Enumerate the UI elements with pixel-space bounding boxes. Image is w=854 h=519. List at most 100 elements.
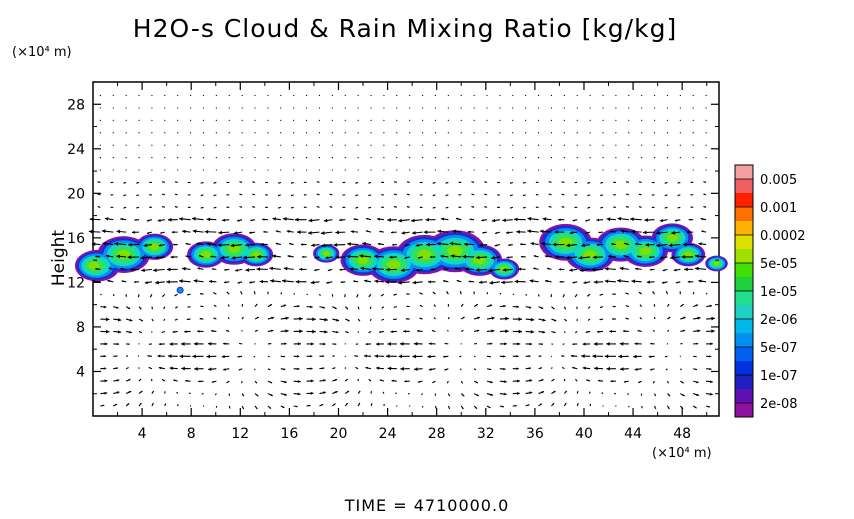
wind-vector-head <box>711 316 715 321</box>
wind-vector-head <box>123 207 125 209</box>
wind-vector-dot <box>138 132 140 134</box>
wind-vector-head <box>631 279 636 284</box>
wind-vector-head <box>379 230 382 233</box>
wind-vector-head <box>97 206 99 208</box>
wind-vector-head <box>390 330 394 334</box>
wind-vector-head <box>542 330 546 334</box>
wind-vector-dot <box>293 157 295 159</box>
wind-vector-dot <box>241 107 243 109</box>
wind-vector-head <box>139 379 142 381</box>
wind-vector-head <box>391 231 394 234</box>
wind-vector-head <box>239 342 241 345</box>
wind-vector-head <box>102 241 107 246</box>
wind-vector-dot <box>267 157 269 159</box>
wind-vector-head <box>575 379 577 381</box>
wind-vector-head <box>308 218 313 223</box>
wind-vector-head <box>123 182 125 184</box>
wind-vector-head <box>489 368 492 371</box>
wind-vector-head <box>187 194 189 196</box>
wind-vector-dot <box>460 132 462 134</box>
wind-vector-dot <box>202 119 205 121</box>
wind-vector-head <box>174 319 177 321</box>
colorbar-label: 5e-05 <box>760 257 798 272</box>
wind-vector-head <box>667 382 669 384</box>
wind-vector-head <box>181 366 185 371</box>
wind-vector-head <box>482 231 485 234</box>
wind-vector-head <box>136 207 138 209</box>
wind-vector-head <box>172 330 175 334</box>
wind-vector-dot <box>705 169 707 171</box>
wind-vector-head <box>664 194 666 196</box>
colorbar-swatch <box>735 221 753 236</box>
wind-vector-head <box>271 329 274 333</box>
wind-vector-head <box>393 293 395 296</box>
wind-vector-head <box>709 392 713 396</box>
wind-vector-head <box>128 391 132 394</box>
wind-vector-head <box>642 230 647 235</box>
wind-vector-head <box>105 329 110 334</box>
wind-vector-head <box>284 380 287 384</box>
wind-vector-dot <box>164 94 166 97</box>
wind-vector-head <box>115 404 117 406</box>
wind-vector-dot <box>550 132 553 134</box>
wind-vector-dot <box>112 119 114 121</box>
wind-vector-head <box>252 193 254 196</box>
wind-vector-head <box>562 343 564 345</box>
wind-vector-head <box>589 403 591 405</box>
x-tick-label: 16 <box>280 426 298 442</box>
wind-vector-dot <box>550 169 553 171</box>
wind-vector-head <box>503 367 506 371</box>
wind-vector-dot <box>653 107 656 109</box>
wind-vector-head <box>587 207 589 209</box>
wind-vector-head <box>136 194 138 196</box>
wind-vector-head <box>226 181 228 183</box>
wind-vector-head <box>289 242 292 245</box>
wind-vector-head <box>120 267 123 271</box>
wind-vector-head <box>307 294 308 295</box>
wind-vector-head <box>634 342 638 346</box>
wind-vector-head <box>294 293 295 295</box>
wind-vector-head <box>381 181 383 183</box>
wind-vector-dot <box>679 355 681 357</box>
wind-vector-head <box>324 317 328 322</box>
wind-vector-head <box>426 242 430 247</box>
wind-vector-dot <box>357 144 359 146</box>
wind-vector-head <box>601 392 603 394</box>
wind-vector-head <box>213 182 215 184</box>
wind-vector-head <box>370 320 372 321</box>
y-tick-label: 28 <box>67 97 85 113</box>
wind-vector-head <box>456 217 459 221</box>
wind-vector-head <box>374 279 379 284</box>
wind-vector-head <box>265 194 267 196</box>
wind-vector-dot <box>641 132 643 134</box>
wind-vector-dot <box>125 157 127 159</box>
wind-vector-head <box>448 407 450 409</box>
wind-vector-dot <box>151 107 153 109</box>
wind-vector-head <box>682 394 685 397</box>
wind-vector-head <box>308 404 311 407</box>
wind-vector-head <box>370 307 372 309</box>
wind-vector-head <box>150 295 152 298</box>
wind-vector-dot <box>641 157 643 159</box>
wind-vector-head <box>561 193 563 196</box>
wind-vector-head <box>358 390 361 393</box>
wind-vector-dot <box>679 169 681 171</box>
wind-vector-dot <box>653 169 656 171</box>
wind-vector-head <box>476 394 479 397</box>
wind-vector-dot <box>241 132 243 134</box>
wind-vector-head <box>200 305 202 308</box>
wind-vector-head <box>358 332 359 333</box>
wind-vector-head <box>310 391 314 395</box>
wind-vector-head <box>310 379 314 383</box>
wind-vector-head <box>538 295 540 297</box>
wind-vector-head <box>91 242 96 246</box>
wind-vector-head <box>600 194 602 196</box>
wind-vector-head <box>600 182 602 184</box>
wind-vector-dot <box>177 107 179 109</box>
wind-vector-head <box>576 320 578 321</box>
wind-vector-head <box>675 281 678 284</box>
wind-vector-head <box>310 280 315 285</box>
wind-vector-head <box>471 181 473 183</box>
wind-vector-head <box>564 402 567 405</box>
wind-vector-head <box>249 231 252 234</box>
